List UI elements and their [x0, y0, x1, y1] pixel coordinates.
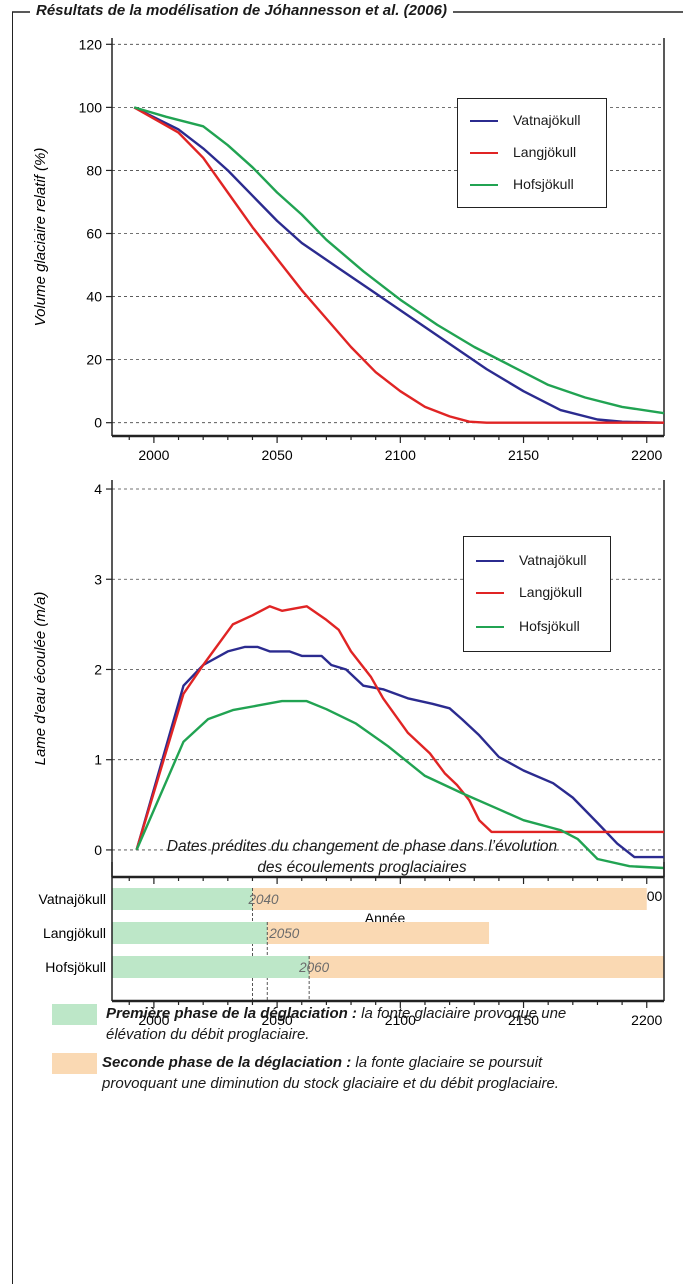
x-tick-label: 2200	[631, 447, 662, 463]
legend-swatch	[476, 626, 504, 628]
phase1-note-title: Première phase de la déglaciation :	[106, 1005, 357, 1022]
x-tick-label: 2000	[138, 1012, 169, 1028]
y-tick-label: 1	[94, 752, 102, 768]
series-line-hofsjokull	[135, 699, 665, 870]
legend-label: Vatnajökull	[513, 112, 581, 128]
legend-swatch	[470, 184, 498, 186]
runoff-chart: 0123420002050210021502200Lame d'eau écou…	[32, 480, 665, 926]
y-tick-label: 100	[79, 99, 103, 115]
series-line-vatnajokull	[135, 645, 664, 859]
legend-label: Hofsjökull	[519, 618, 580, 634]
change-year-label: 2050	[268, 926, 300, 941]
category-label: Vatnajökull	[39, 891, 106, 907]
phase2-note: Seconde phase de la déglaciation : la fo…	[102, 1052, 682, 1094]
series-line-hofsjokull	[133, 106, 665, 415]
legend-item-langjokull: Langjökull	[458, 143, 606, 163]
category-label: Langjökull	[43, 925, 106, 941]
phase1-bar	[112, 956, 310, 978]
y-tick-label: 120	[79, 36, 103, 52]
phase2-bar	[309, 956, 664, 978]
phase2-bar	[267, 922, 490, 944]
y-tick-label: 60	[86, 226, 102, 242]
y-tick-label: 4	[94, 481, 102, 497]
phase-title-line1: Dates prédites du changement de phase da…	[166, 838, 558, 855]
legend-item-vatnajokull: Vatnajökull	[458, 111, 606, 131]
y-tick-label: 0	[94, 415, 102, 431]
x-tick-label: 2150	[508, 447, 539, 463]
legend-swatch	[476, 592, 504, 594]
series-line-langjokull	[133, 106, 664, 424]
phase1-swatch	[52, 1004, 97, 1025]
phase1-note-line2: élévation du débit proglaciaire.	[106, 1026, 310, 1043]
y-tick-label: 0	[94, 842, 102, 858]
legend-item-hofsjokull: Hofsjökull	[458, 175, 606, 195]
legend-item-hofsjokull: Hofsjökull	[464, 617, 610, 637]
legend-item-vatnajokull: Vatnajökull	[464, 551, 610, 571]
x-tick-label: 2050	[262, 1012, 293, 1028]
y-axis-label: Volume glaciaire relatif (%)	[32, 148, 49, 327]
phase2-swatch	[52, 1053, 97, 1074]
legend-item-langjokull: Langjökull	[464, 583, 610, 603]
category-label: Hofsjökull	[45, 959, 106, 975]
y-tick-label: 2	[94, 661, 102, 677]
legend-swatch	[476, 560, 504, 562]
x-tick-label: 2050	[262, 447, 293, 463]
x-tick-label: 2000	[138, 447, 169, 463]
y-tick-label: 80	[86, 162, 102, 178]
phase2-note-title: Seconde phase de la déglaciation :	[102, 1054, 352, 1071]
phase-title-line2: des écoulements proglaciaires	[257, 859, 467, 876]
phase1-note: Première phase de la déglaciation : la f…	[106, 1003, 676, 1045]
y-tick-label: 3	[94, 571, 102, 587]
y-tick-label: 20	[86, 352, 102, 368]
legend-label: Langjökull	[513, 144, 577, 160]
phase-chart: Vatnajökull 2040 Langjökull 2050 Hofsjökull 2…	[39, 862, 665, 1028]
y-axis-label: Lame d'eau écoulée (m/a)	[32, 592, 49, 766]
legend-swatch	[470, 152, 498, 154]
legend-swatch	[470, 120, 498, 122]
legend-label: Hofsjökull	[513, 176, 574, 192]
series-line-vatnajokull	[133, 106, 665, 424]
x-tick-label: 2100	[385, 447, 416, 463]
change-year-label: 2060	[298, 960, 330, 975]
change-year-label: 2040	[247, 892, 279, 907]
x-tick-label: 2150	[508, 1012, 539, 1028]
phase1-bar	[112, 888, 253, 910]
volume-chart: 0 20 40 60 80 100 120 2000 2050 2100 2150 2200 Volum…	[32, 36, 665, 463]
phase2-bar	[252, 888, 647, 910]
phase-chart-title: Dates prédites du changement de phase da…	[112, 836, 612, 878]
y-tick-label: 40	[86, 289, 102, 305]
legend-runoff: Vatnajökull Langjökull Hofsjökull	[463, 536, 611, 652]
x-tick-label: 2100	[385, 1012, 416, 1028]
legend-label: Langjökull	[519, 584, 583, 600]
legend-label: Vatnajökull	[519, 552, 587, 568]
phase1-bar	[112, 922, 268, 944]
legend-volume: Vatnajökull Langjökull Hofsjökull	[457, 98, 607, 208]
x-tick-label: 2200	[631, 1012, 662, 1028]
phase2-note-line2: provoquant une diminution du stock glaci…	[102, 1075, 559, 1092]
phase1-note-text: la fonte glaciaire provoque une	[356, 1005, 567, 1022]
series-line-langjokull	[135, 605, 664, 851]
figure-title: Résultats de la modélisation de Jóhannes…	[30, 2, 453, 19]
figure-frame	[12, 12, 680, 1284]
phase2-note-text: la fonte glaciaire se poursuit	[351, 1054, 543, 1071]
